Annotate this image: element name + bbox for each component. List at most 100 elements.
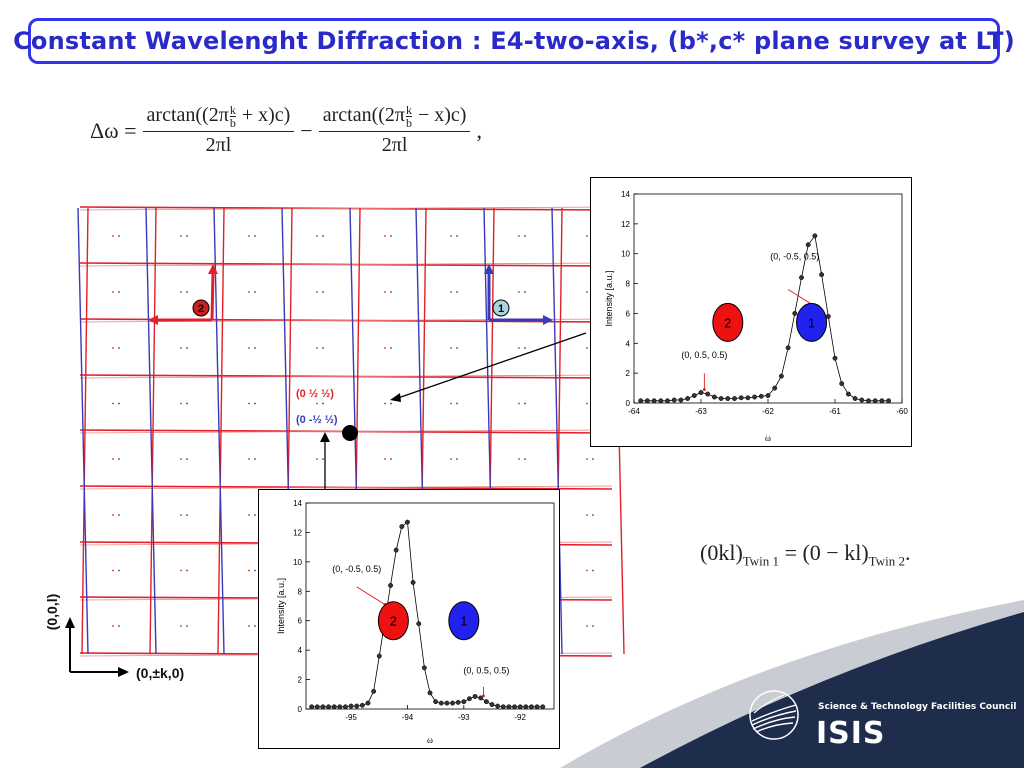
lattice-dot	[248, 347, 250, 349]
y-tick-label: 2	[626, 369, 631, 378]
lattice-dot	[112, 291, 114, 293]
data-point	[337, 704, 343, 710]
twin1-arrow-l-head	[484, 264, 494, 274]
annotation-arrow	[356, 586, 386, 605]
lattice-dot	[186, 458, 188, 460]
peak-annotation: (0, 0.5, 0.5)	[463, 666, 509, 676]
plot-area	[305, 502, 555, 710]
eq-numerator-1: arctan((2π k b + x)c)	[142, 104, 295, 132]
twin-marker-label: 1	[460, 614, 467, 629]
data-point	[354, 703, 360, 709]
lattice-dot	[322, 402, 324, 405]
pointer-arrow-top	[397, 332, 587, 399]
data-point	[805, 242, 811, 248]
lattice-dot	[118, 402, 120, 405]
lattice-dot	[384, 291, 386, 293]
twin1-marker	[492, 299, 510, 317]
lattice-dot	[518, 402, 520, 405]
data-point	[371, 688, 377, 694]
data-point	[405, 519, 410, 525]
lattice-dot	[316, 291, 318, 293]
data-point	[483, 699, 489, 705]
lattice-dot	[592, 569, 594, 572]
x-tick-label: -94	[402, 713, 414, 722]
data-point	[427, 690, 433, 696]
grid-col-line-blue	[145, 207, 157, 655]
reflection-label-blue: (0 -½ ½)	[296, 414, 338, 426]
y-tick-label: 8	[298, 587, 303, 596]
lattice-dot	[322, 347, 324, 349]
data-point	[500, 704, 506, 710]
lattice-dot	[112, 458, 114, 460]
lattice-dot	[592, 625, 594, 627]
lattice-dot	[586, 347, 588, 349]
data-point	[523, 704, 529, 710]
data-point	[765, 393, 771, 398]
data-point	[792, 310, 798, 316]
twin-trail: .	[904, 540, 911, 565]
lattice-dot	[112, 625, 114, 627]
annotation-arrow-head	[482, 694, 485, 698]
lattice-dot	[112, 235, 114, 237]
lattice-dot	[118, 235, 120, 237]
data-point	[852, 396, 858, 401]
grid-col-line-red	[149, 207, 157, 655]
axis-horizontal-label: (0,±k,0)	[136, 665, 184, 681]
data-point	[331, 704, 337, 710]
eq-b-2: b	[405, 116, 412, 130]
peak-annotation: (0, -0.5, 0.5)	[332, 564, 381, 574]
lattice-dot	[118, 569, 120, 572]
annotation-arrow-head	[702, 388, 706, 391]
lattice-dot	[456, 347, 458, 349]
eq-k-2: k	[405, 103, 412, 117]
lattice-dot	[112, 347, 114, 349]
logo-name-text: ISIS	[816, 716, 886, 751]
data-point	[691, 393, 697, 398]
data-point	[752, 394, 758, 400]
lattice-dot	[186, 291, 188, 293]
y-tick-label: 6	[626, 309, 631, 318]
lattice-dot	[390, 235, 392, 237]
lattice-dot	[518, 458, 520, 460]
data-point	[665, 398, 670, 404]
isis-logo-mark	[749, 690, 799, 740]
lattice-dot	[384, 235, 386, 237]
data-point	[365, 700, 371, 706]
twin-marker	[448, 601, 480, 641]
lattice-dot	[112, 514, 114, 516]
lattice-dot	[586, 569, 588, 572]
twin-rhs-sub: Twin 2	[868, 553, 905, 569]
lattice-dot	[518, 347, 520, 349]
data-point	[638, 398, 644, 404]
lattice-dot	[248, 625, 250, 627]
lattice-dot	[316, 458, 318, 460]
twin-marker-label: 1	[808, 315, 815, 330]
axis-l-head	[65, 617, 75, 628]
x-axis-label: ω	[427, 735, 433, 745]
grid-col-line-blue	[551, 207, 563, 655]
data-point	[461, 699, 467, 705]
data-point	[326, 704, 331, 710]
data-point	[421, 665, 427, 671]
data-point	[433, 699, 439, 705]
lattice-dot	[180, 291, 182, 293]
x-tick-label: -92	[514, 713, 526, 722]
lattice-dot	[118, 625, 120, 627]
lattice-dot	[254, 458, 256, 460]
data-point	[376, 653, 382, 659]
data-point	[455, 699, 461, 705]
data-point	[866, 398, 871, 404]
lattice-dot	[524, 458, 526, 460]
data-point	[489, 702, 495, 708]
lattice-dot	[450, 347, 452, 349]
eq-denominator-2: 2πl	[381, 134, 408, 156]
lattice-dot	[254, 514, 256, 516]
twin2-arrow-l	[210, 271, 215, 321]
grid-col-line-red	[217, 207, 225, 655]
twin-eq: =	[779, 540, 803, 565]
lattice-dot	[384, 347, 386, 349]
peak-annotation: (0, -0.5, 0.5)	[770, 252, 819, 262]
twin1-arrow-k-head	[543, 315, 553, 325]
data-point	[725, 396, 731, 401]
